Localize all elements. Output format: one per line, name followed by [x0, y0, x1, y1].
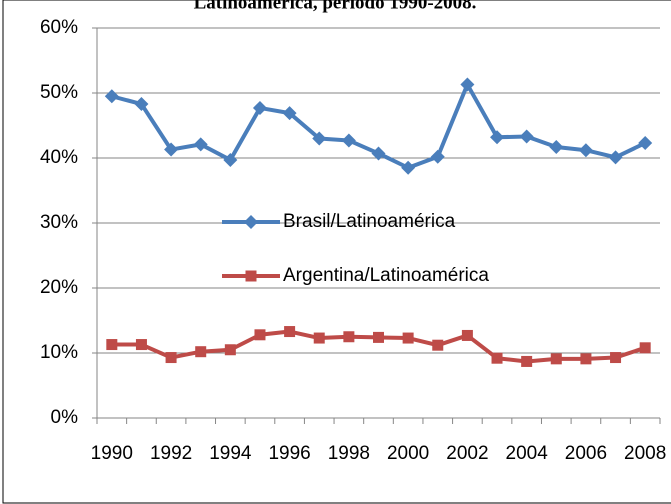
x-tick-label: 2008 [624, 443, 666, 464]
square-marker [284, 326, 296, 338]
square-marker [432, 339, 444, 351]
square-marker [195, 346, 207, 358]
diamond-marker [549, 139, 564, 154]
diamond-marker [578, 143, 593, 158]
y-tick-label: 10% [40, 342, 78, 363]
square-marker [224, 344, 236, 356]
square-marker [461, 329, 473, 341]
diamond-marker [430, 149, 445, 164]
square-marker [343, 331, 355, 343]
legend-label: Brasil/Latinoamérica [283, 211, 456, 232]
square-marker [580, 353, 592, 365]
x-tick-label: 1994 [209, 443, 252, 464]
diamond-marker [244, 215, 258, 229]
diamond-marker [223, 152, 238, 167]
diamond-marker [164, 142, 179, 157]
square-marker [135, 339, 147, 351]
x-tick-label: 2000 [387, 443, 429, 464]
y-tick-label: 20% [40, 277, 78, 298]
diamond-marker [519, 129, 534, 144]
x-tick-label: 2006 [565, 443, 607, 464]
chart-title: Latinoamérica, período 1990-2008. [194, 0, 477, 13]
square-marker [639, 342, 651, 354]
diamond-marker [252, 100, 267, 115]
diamond-marker [371, 146, 386, 161]
square-marker [610, 352, 622, 364]
square-marker [313, 332, 325, 344]
diamond-marker [490, 130, 505, 145]
square-marker [165, 352, 177, 364]
x-tick-label: 1992 [150, 443, 192, 464]
diamond-marker [608, 150, 623, 165]
square-marker [254, 329, 266, 341]
y-tick-label: 40% [40, 147, 78, 168]
square-marker [373, 331, 384, 343]
x-tick-label: 1996 [268, 443, 310, 464]
x-tick-label: 2002 [446, 443, 488, 464]
legend-label: Argentina/Latinoamérica [283, 265, 489, 286]
diamond-marker [104, 89, 119, 104]
diamond-marker [460, 77, 475, 92]
y-tick-label: 60% [40, 17, 78, 38]
square-marker [402, 332, 414, 344]
x-tick-label: 1998 [328, 443, 370, 464]
diamond-marker [134, 97, 149, 112]
diamond-marker [282, 106, 297, 121]
square-marker [245, 270, 257, 282]
square-marker [106, 339, 118, 351]
diamond-marker [638, 136, 653, 151]
diamond-marker [312, 131, 327, 146]
diamond-marker [341, 133, 356, 148]
square-marker [550, 353, 562, 365]
x-tick-label: 1990 [91, 443, 133, 464]
y-tick-label: 30% [40, 212, 78, 233]
x-tick-label: 2004 [506, 443, 549, 464]
y-tick-label: 0% [51, 407, 79, 428]
y-tick-label: 50% [40, 82, 78, 103]
square-marker [491, 352, 503, 364]
diamond-marker [401, 160, 416, 175]
square-marker [521, 355, 533, 367]
diamond-marker [193, 137, 208, 152]
